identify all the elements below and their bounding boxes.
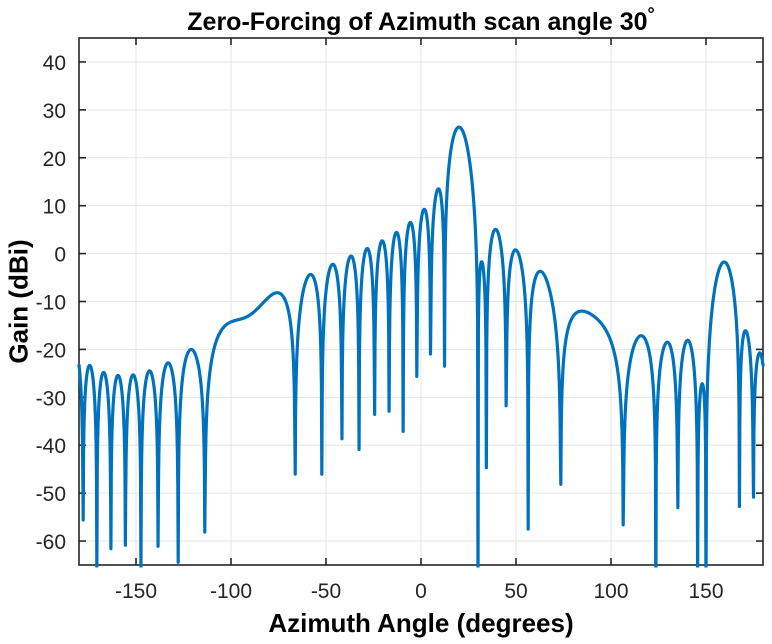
y-tick-label: -30 [36, 387, 66, 410]
y-tick-label: -50 [36, 483, 66, 506]
chart-title-text: Zero-Forcing of Azimuth scan angle 30 [187, 7, 648, 36]
y-tick-label: 30 [43, 100, 66, 123]
y-tick-label: 10 [43, 196, 66, 219]
y-tick-label: 0 [54, 244, 66, 267]
y-tick-label: -60 [36, 531, 66, 554]
x-tick-label: 150 [688, 580, 723, 603]
y-tick-label: -10 [36, 292, 66, 315]
x-tick-label: 50 [504, 580, 527, 603]
y-tick-label: -20 [36, 339, 66, 362]
x-axis-label: Azimuth Angle (degrees) [268, 608, 574, 638]
x-tick-label: 100 [593, 580, 628, 603]
degree-symbol: ° [647, 4, 655, 24]
chart-title: Zero-Forcing of Azimuth scan angle 30° [79, 4, 763, 37]
x-tick-label: 0 [415, 580, 427, 603]
x-tick-label: -100 [210, 580, 252, 603]
gain-curve [77, 125, 765, 568]
x-tick-label: -150 [115, 580, 157, 603]
y-tick-label: 20 [43, 148, 66, 171]
y-tick-label: -40 [36, 435, 66, 458]
y-tick-label: 40 [43, 52, 66, 75]
x-tick-label: -50 [311, 580, 341, 603]
